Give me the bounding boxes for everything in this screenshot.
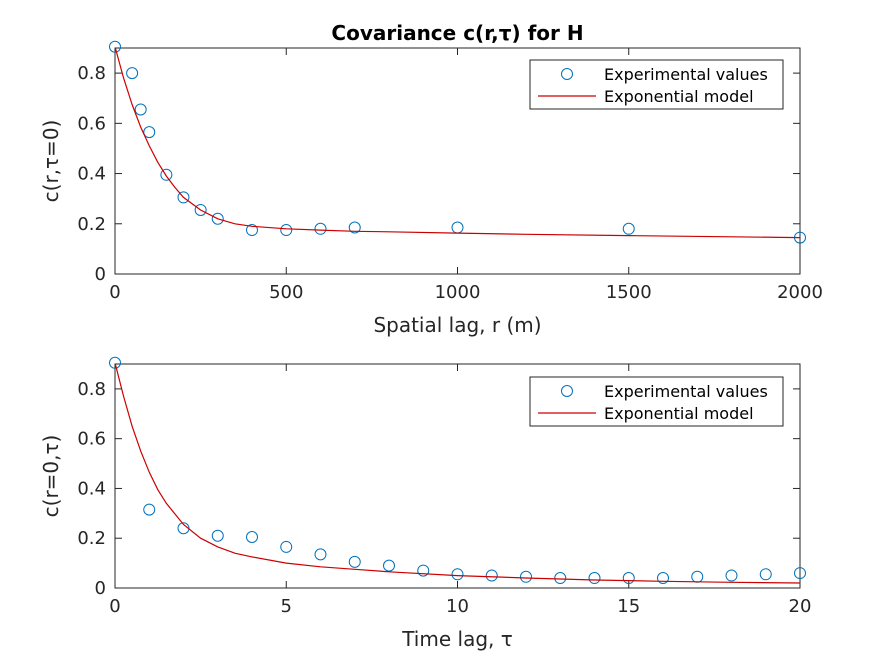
experimental-point [451,568,464,581]
legend-entry-label: Experimental values [604,65,768,84]
experimental-point [134,103,147,116]
experimental-point [211,529,224,542]
y-tick-label: 0.2 [77,214,106,235]
experimental-point [520,570,532,583]
x-tick-label: 2000 [777,282,823,303]
x-tick-label: 20 [789,596,812,617]
legend-marker-swatch [561,68,573,80]
experimental-point [622,222,635,235]
y-tick-label: 0.8 [77,379,106,400]
x-tick-label: 1500 [606,282,652,303]
y-tick-label: 0.2 [77,528,106,549]
x-axis-label: Time lag, τ [401,627,513,651]
experimental-point [622,572,635,585]
y-tick-label: 0.8 [77,63,106,84]
y-tick-label: 0.6 [77,429,106,450]
experimental-point [314,548,327,561]
experimental-point [417,564,430,577]
x-tick-label: 10 [446,596,469,617]
legend: Experimental values Exponential model [529,376,784,427]
y-axis-label: c(r=0,τ) [39,435,63,518]
experimental-point [109,40,121,53]
chart-title: Covariance c(r,τ) for H [331,21,583,45]
legend-entry-label: Exponential model [604,404,754,423]
experimental-point [143,503,156,516]
y-tick-label: 0.4 [77,478,106,499]
temporal-covariance-plot: 0 5 10 15 20 0 0.2 0.4 0.6 0.8 Time lag, τ c(r=0,τ)… [39,356,812,651]
experimental-point [109,356,121,369]
legend: Experimental values Exponential model [529,59,784,110]
experimental-point [554,572,567,585]
x-axis-label: Spatial lag, r (m) [373,313,541,337]
x-tick-label: 0 [109,596,120,617]
experimental-point [143,126,156,139]
legend-box [529,59,784,110]
experimental-point [160,168,173,181]
x-tick-label: 5 [281,596,292,617]
experimental-point [280,224,293,237]
experimental-point [280,540,293,553]
experimental-point [194,203,207,216]
experimental-point [348,555,361,568]
legend-marker-swatch [561,385,573,397]
legend-box [529,376,784,427]
x-tick-label: 500 [269,282,303,303]
experimental-point [588,572,601,585]
legend-entry-label: Exponential model [604,87,754,106]
y-tick-label: 0 [95,578,106,599]
y-tick-label: 0.6 [77,113,106,134]
exponential-model-line [115,48,800,239]
experimental-point [451,221,464,234]
y-tick-label: 0.4 [77,164,106,185]
exponential-model-line [115,364,800,584]
experimental-point [691,570,704,583]
experimental-point [383,559,395,572]
experimental-point [725,569,738,582]
experimental-point [348,221,361,234]
experimental-point [211,212,224,225]
spatial-covariance-plot: 0 500 1000 1500 2000 0 0.2 0.4 0.6 0.8 Covariance … [39,21,823,337]
experimental-point [177,191,190,204]
experimental-point [246,530,258,543]
experimental-point [485,569,498,582]
x-tick-label: 1000 [435,282,481,303]
y-tick-label: 0 [95,264,106,285]
experimental-point [314,222,327,235]
experimental-point [657,572,669,585]
experimental-point [794,567,806,580]
legend-entry-label: Experimental values [604,382,768,401]
experimental-point [246,224,258,237]
experimental-point [759,568,772,581]
x-tick-label: 15 [617,596,640,617]
x-tick-label: 0 [109,282,120,303]
y-axis-label: c(r,τ=0) [39,120,63,203]
experimental-point [126,67,139,80]
